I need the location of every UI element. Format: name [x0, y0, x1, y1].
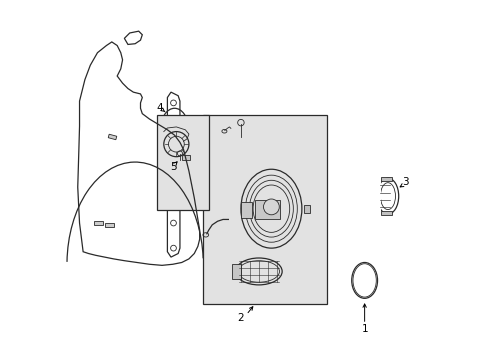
Bar: [376, 180, 381, 212]
Bar: [241, 202, 252, 218]
Bar: [231, 264, 241, 279]
Bar: [303, 205, 309, 213]
FancyBboxPatch shape: [203, 116, 326, 304]
Text: 2: 2: [237, 313, 244, 323]
Bar: [381, 177, 391, 181]
Circle shape: [263, 199, 279, 215]
Text: 3: 3: [401, 177, 407, 187]
FancyBboxPatch shape: [156, 116, 208, 211]
Bar: [381, 211, 391, 215]
Text: 1: 1: [361, 324, 367, 334]
Bar: [94, 221, 102, 225]
Text: 4: 4: [157, 103, 163, 113]
Text: 5: 5: [170, 162, 177, 172]
Bar: [255, 200, 280, 220]
Bar: [108, 134, 117, 140]
Bar: [104, 223, 113, 226]
Bar: [182, 155, 189, 159]
